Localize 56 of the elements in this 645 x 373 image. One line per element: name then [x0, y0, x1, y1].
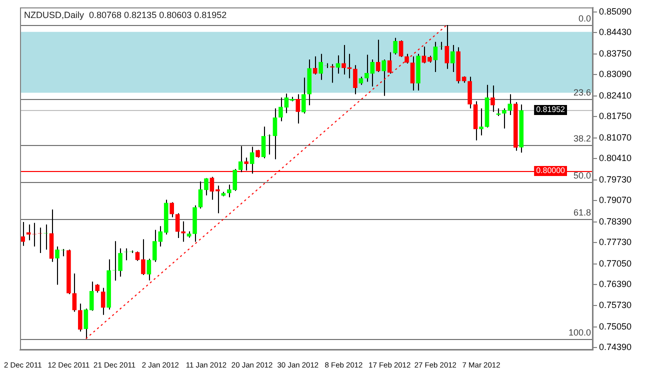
annotation: 100.0 — [568, 327, 591, 338]
y-tick-label: 0.82410 — [599, 90, 632, 100]
candlestick — [393, 37, 398, 55]
candlestick — [433, 41, 438, 73]
candlestick — [44, 224, 48, 250]
ref-line-label: 0.81952 — [536, 105, 566, 114]
candlestick — [439, 41, 444, 50]
candlestick — [250, 146, 254, 174]
annotation: 23.6 — [573, 87, 591, 98]
y-tick-label: 0.79070 — [599, 195, 632, 206]
y-tick-label: 0.74390 — [599, 342, 632, 352]
candlestick — [301, 77, 306, 114]
candlestick — [272, 108, 278, 160]
candlestick — [450, 44, 455, 73]
annotation: 61.8 — [573, 207, 591, 218]
candlestick — [100, 287, 106, 316]
candlestick — [398, 40, 404, 58]
y-tick-label: 0.79730 — [599, 174, 632, 184]
y-tick-label: 0.85090 — [599, 6, 632, 16]
candlestick — [330, 64, 334, 84]
candlestick — [376, 39, 380, 73]
candlestick — [261, 126, 266, 159]
candlestick — [468, 76, 472, 109]
y-tick-label: 0.77050 — [599, 258, 632, 269]
candlestick — [175, 212, 180, 238]
candlestick — [353, 64, 358, 95]
candlestick — [72, 272, 77, 312]
candlestick — [170, 202, 174, 218]
y-tick-label: 0.84430 — [599, 26, 632, 37]
y-tick-label: 0.80410 — [599, 153, 632, 164]
annotation: 0.0 — [578, 13, 591, 24]
ref-line-label: 0.80000 — [536, 166, 566, 176]
candlestick — [55, 246, 60, 286]
y-tick-label: 0.75050 — [599, 321, 632, 332]
y-tick-label: 0.83750 — [599, 48, 632, 58]
candlestick — [387, 52, 392, 74]
y-tick-label: 0.81750 — [599, 111, 632, 122]
y-tick-label: 0.76390 — [599, 279, 632, 290]
candlestick — [382, 58, 386, 96]
candlestick — [490, 85, 495, 112]
y-tick-label: 0.75730 — [599, 300, 632, 310]
y-tick-label: 0.77730 — [599, 237, 632, 248]
chart-title: NZDUSD,Daily 0.80768 0.82135 0.80603 0.81952 — [24, 10, 227, 20]
candlestick — [238, 146, 243, 173]
y-tick-label: 0.78390 — [599, 216, 632, 226]
y-tick-label: 0.81070 — [599, 132, 632, 142]
candlestick — [78, 303, 82, 332]
annotation: 50.0 — [573, 170, 591, 180]
candlestick — [336, 54, 340, 74]
candlestick — [181, 220, 186, 242]
y-tick-label: 0.83090 — [599, 69, 632, 80]
candlestick — [20, 221, 26, 246]
annotation: 38.2 — [573, 133, 591, 144]
candlestick — [312, 56, 318, 76]
candlestick — [410, 56, 415, 92]
candlestick — [296, 94, 300, 124]
